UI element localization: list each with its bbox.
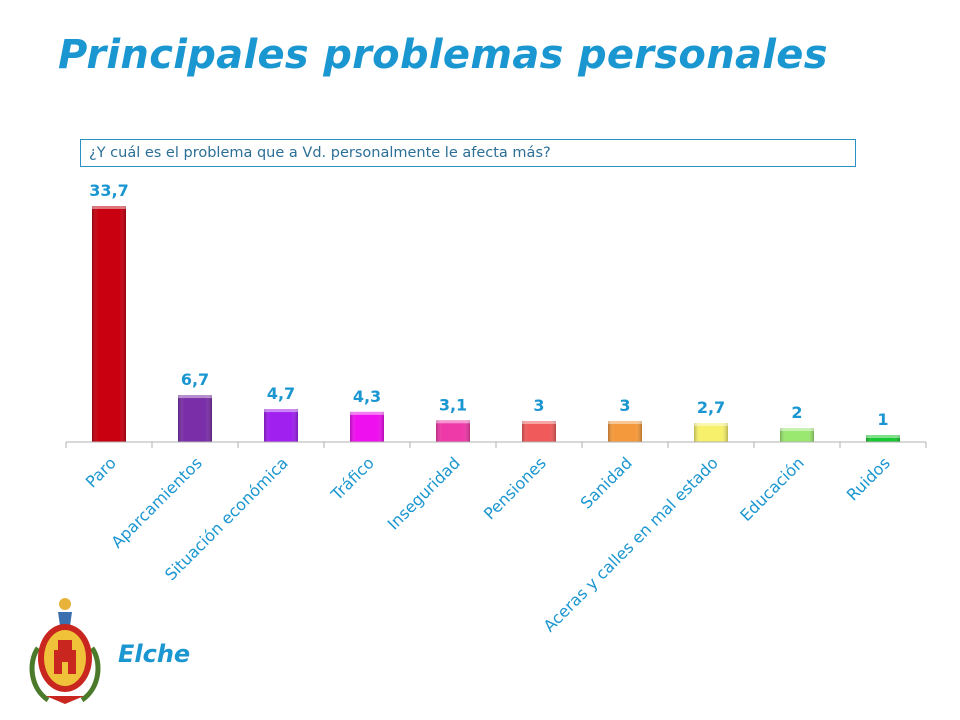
bar-shading-0 [92,206,126,442]
bar-shading-3 [350,411,384,442]
category-label-8: Educación [736,453,808,525]
category-label-9: Ruidos [843,453,894,504]
bar-shading-6 [608,420,642,442]
category-label-5: Pensiones [480,453,550,523]
bar-shading-1 [178,395,212,442]
bar-shading-5 [522,420,556,442]
category-label-0: Paro [82,453,120,491]
value-label-0: 33,7 [89,181,128,200]
survey-question: ¿Y cuál es el problema que a Vd. persona… [80,139,856,167]
bar-cap-9 [866,434,900,438]
bar-cap-5 [522,420,556,424]
bar-cap-6 [608,420,642,424]
bar-cap-2 [264,409,298,413]
bar-cap-7 [694,423,728,427]
bar-cap-4 [436,420,470,424]
value-label-2: 4,7 [267,384,295,403]
bar-shading-2 [264,409,298,442]
bar-shading-4 [436,420,470,442]
category-label-6: Sanidad [577,453,636,512]
page-title: Principales problemas personales [58,32,828,78]
bar-cap-1 [178,395,212,399]
bar-cap-8 [780,427,814,431]
value-label-3: 4,3 [353,387,381,406]
category-label-4: Inseguridad [384,453,464,533]
category-label-1: Aparcamientos [107,453,205,551]
bar-shading-9 [866,434,900,442]
category-label-3: Tráfico [327,453,378,504]
bar-shading-8 [780,427,814,442]
value-label-4: 3,1 [439,395,467,414]
bar-shading-7 [694,423,728,442]
elche-coat-of-arms-logo [29,598,101,704]
bar-cap-3 [350,411,384,415]
value-label-5: 3 [533,396,544,415]
value-label-6: 3 [619,396,630,415]
value-label-1: 6,7 [181,370,209,389]
bar-cap-0 [92,206,126,209]
city-name: Elche [118,640,191,668]
value-label-7: 2,7 [697,398,725,417]
value-label-9: 1 [877,410,888,429]
category-label-7: Aceras y calles en mal estado [540,453,722,635]
value-label-8: 2 [791,403,802,422]
